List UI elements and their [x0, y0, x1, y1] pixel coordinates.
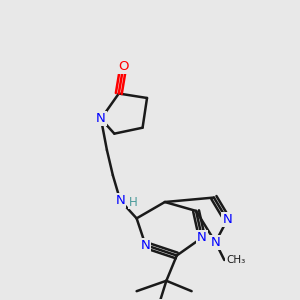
- Text: N: N: [197, 231, 207, 244]
- Text: N: N: [116, 194, 125, 207]
- Text: N: N: [222, 213, 232, 226]
- Text: CH₃: CH₃: [226, 255, 245, 265]
- Text: N: N: [141, 238, 150, 252]
- Text: O: O: [118, 60, 128, 73]
- Text: H: H: [129, 196, 138, 208]
- Text: N: N: [211, 236, 220, 249]
- Text: N: N: [96, 112, 106, 125]
